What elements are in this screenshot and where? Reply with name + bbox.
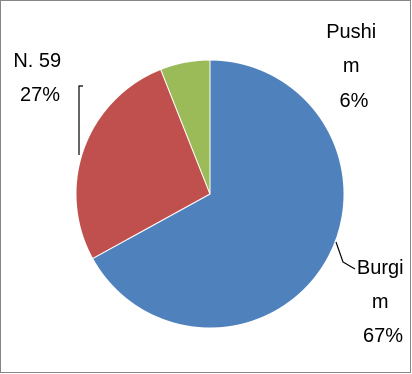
pie-slices (75, 59, 345, 329)
label-line: m (343, 55, 360, 77)
pie-slice-burgim (91, 59, 345, 329)
data-label-pushim: Pushi m 6% (326, 21, 382, 112)
pie-slice-pushim (160, 59, 211, 195)
data-label-burgim: Burgi m 67% (357, 257, 409, 347)
label-percent: 27% (20, 84, 60, 106)
data-label-n59: N. 59 27% (13, 50, 66, 106)
label-percent: 67% (363, 325, 403, 347)
pie-slice-n59 (75, 68, 211, 260)
leader-line-n59 (78, 85, 83, 155)
label-line: Burgi (357, 257, 404, 279)
label-line: m (372, 291, 389, 313)
label-percent: 6% (340, 90, 369, 112)
label-line: N. 59 (13, 50, 61, 72)
leader-line-burgim (335, 241, 356, 270)
label-line: Pushi (326, 21, 376, 43)
